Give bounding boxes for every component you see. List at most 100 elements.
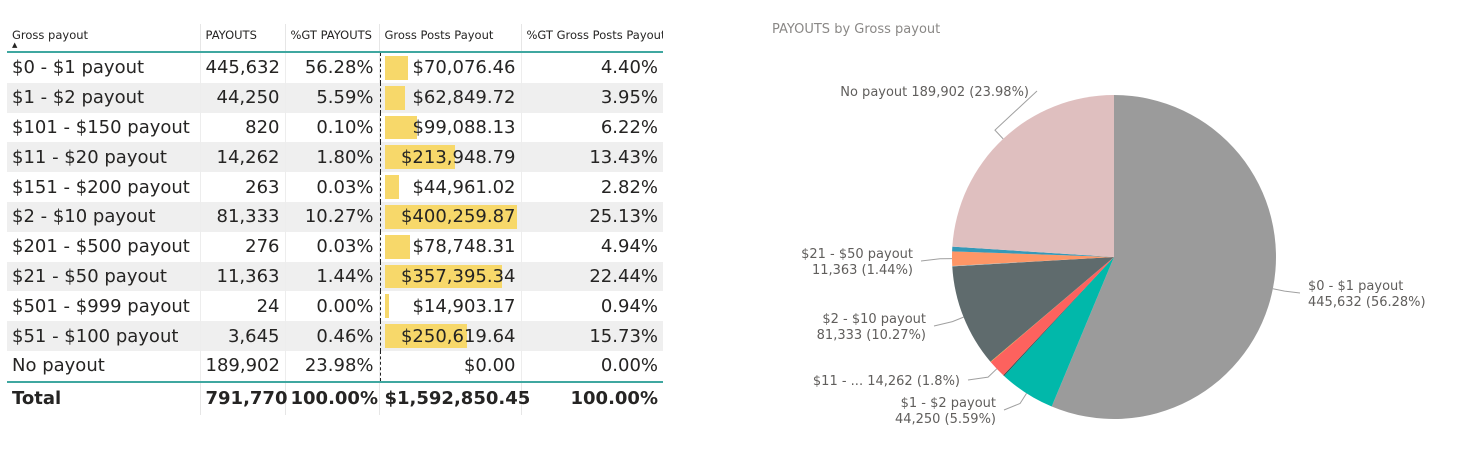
gross-payout-cell: $21 - $50 payout [7, 261, 200, 292]
pie-leader-line [933, 316, 964, 327]
table-row[interactable]: $1 - $2 payout 44,250 5.59% $62,849.72 3.95% [7, 82, 663, 113]
pct-gross-posts-payout-cell: 13.43% [520, 142, 663, 173]
table-row[interactable]: $21 - $50 payout 11,363 1.44% $357,395.34 22… [7, 261, 663, 292]
data-bar-axis [379, 261, 381, 292]
table-row[interactable]: $501 - $999 payout 24 0.00% $14,903.17 0.94% [7, 291, 663, 322]
data-bar-axis [379, 350, 381, 381]
gross-posts-payout-value: $357,395.34 [400, 265, 516, 287]
gross-posts-payout-value: $99,088.13 [412, 116, 516, 138]
data-bar [384, 85, 406, 110]
pie-slice[interactable] [952, 257, 1114, 267]
gross-posts-payout-cell: $14,903.17 [378, 291, 521, 322]
pie-slice[interactable] [952, 257, 1114, 362]
pie-data-label: $11 - ... 14,262 (1.8%) [813, 374, 960, 389]
pie-chart-title: PAYOUTS by Gross payout [772, 22, 941, 37]
gross-payout-cell: $1 - $2 payout [7, 82, 200, 113]
header-payouts[interactable]: PAYOUTS [199, 24, 285, 53]
data-bar [384, 264, 503, 289]
pie-slice[interactable] [1051, 95, 1276, 419]
pct-gross-posts-payout-cell: 6.22% [520, 112, 663, 143]
header-pct-payouts[interactable]: %GT PAYOUTS [284, 24, 379, 53]
gross-posts-payout-value: $14,903.17 [412, 295, 516, 317]
pct-gross-posts-payout-cell: 3.95% [520, 82, 663, 113]
pct-gross-posts-payout-cell: 4.94% [520, 231, 663, 262]
total-label: Total [7, 380, 200, 415]
data-bar [384, 115, 418, 140]
gross-posts-payout-value: $0.00 [463, 355, 516, 377]
header-gross-payout[interactable]: Gross payout ▲ [7, 24, 200, 53]
data-bar [384, 324, 468, 348]
table-row[interactable]: $2 - $10 payout 81,333 10.27% $400,259.87 25… [7, 201, 663, 232]
gross-payout-cell: No payout [12, 355, 105, 377]
pct-payouts-cell: 0.03% [284, 172, 379, 202]
pie-leader-line [967, 368, 998, 381]
pie-leader-line [1272, 288, 1301, 294]
gross-payout-cell: $101 - $150 payout [12, 116, 190, 138]
pie-data-label: 44,250 (5.59%) [895, 412, 996, 427]
payouts-cell: 189,902 [199, 350, 285, 382]
payouts-cell: 81,333 [199, 201, 285, 232]
gross-posts-payout-cell: $213,948.79 [378, 142, 521, 173]
table-row[interactable]: $201 - $500 payout 276 0.03% $78,748.31 4.94… [7, 231, 663, 262]
pie-data-label: $0 - $1 payout [1308, 279, 1403, 294]
pie-leader-line [920, 258, 953, 262]
pie-slice[interactable] [990, 257, 1114, 363]
pct-gross-posts-payout-cell: 15.73% [520, 321, 663, 351]
data-bar-axis [379, 291, 381, 322]
pie-leader-line [994, 90, 1038, 140]
gross-posts-payout-cell: $70,076.46 [378, 52, 521, 83]
sort-ascending-icon[interactable]: ▲ [12, 41, 18, 49]
pie-slice[interactable] [1003, 257, 1114, 376]
gross-posts-payout-value: $400,259.87 [400, 206, 516, 228]
data-bar-axis [379, 142, 381, 173]
pie-slice[interactable] [952, 251, 1114, 266]
gross-posts-payout-cell: $250,619.64 [378, 321, 521, 351]
gross-payout-cell: $2 - $10 payout [7, 201, 200, 232]
payouts-cell: 11,363 [199, 261, 285, 292]
pct-payouts-cell: 1.80% [284, 142, 379, 173]
payout-table: Gross payout ▲ PAYOUTS %GT PAYOUTS Gross… [7, 24, 663, 415]
data-bar-axis [379, 201, 381, 232]
payouts-cell: 820 [199, 112, 285, 143]
table-row[interactable]: $51 - $100 payout 3,645 0.46% $250,619.64 15… [7, 321, 663, 351]
pct-gross-posts-payout-cell: 2.82% [520, 172, 663, 202]
table-row[interactable]: $0 - $1 payout 445,632 56.28% $70,076.46 4.4… [7, 52, 663, 83]
total-pct-payouts: 100.00% [284, 380, 379, 415]
table-total-row: Total 791,770 100.00% $1,592,850.45 100.… [7, 380, 663, 415]
header-pct-gross-posts-payout[interactable]: %GT Gross Posts Payout [520, 24, 663, 53]
total-gross-posts-payout: $1,592,850.45 [378, 380, 530, 415]
gross-posts-payout-cell: $400,259.87 [378, 201, 521, 232]
pie-data-label: 445,632 (56.28%) [1308, 295, 1426, 310]
header-gross-posts-payout[interactable]: Gross Posts Payout [378, 24, 521, 53]
pie-data-label: 11,363 (1.44%) [812, 263, 913, 278]
data-bar [384, 56, 408, 80]
gross-payout-cell: $0 - $1 payout [12, 57, 145, 79]
pie-data-label: No payout 189,902 (23.98%) [840, 85, 1029, 100]
payouts-cell: 3,645 [199, 321, 285, 351]
pct-gross-posts-payout-cell: 0.00% [520, 350, 663, 382]
gross-payout-cell: $51 - $100 payout [7, 321, 200, 351]
data-bar [384, 294, 390, 319]
pct-payouts-cell: 56.28% [284, 52, 379, 83]
pie-slice[interactable] [952, 95, 1114, 257]
table-row[interactable]: $151 - $200 payout 263 0.03% $44,961.02 2.82… [7, 172, 663, 202]
gross-posts-payout-cell: $62,849.72 [378, 82, 521, 113]
pie-data-label: $21 - $50 payout [801, 247, 913, 262]
data-bar-axis [379, 112, 381, 143]
data-bar-axis [379, 321, 381, 351]
pie-slice[interactable] [990, 257, 1114, 376]
pie-slice[interactable] [952, 246, 1114, 257]
payouts-cell: 263 [199, 172, 285, 202]
data-bar [384, 204, 517, 229]
pie-slice[interactable] [952, 251, 1114, 257]
total-payouts: 791,770 [199, 380, 287, 415]
table-row[interactable]: $11 - $20 payout 14,262 1.80% $213,948.79 13… [7, 142, 663, 173]
gross-posts-payout-cell: $78,748.31 [378, 231, 521, 262]
pie-data-label: $1 - $2 payout [901, 396, 996, 411]
data-bar [384, 234, 411, 259]
gross-posts-payout-value: $213,948.79 [400, 146, 516, 168]
table-row[interactable]: $101 - $150 payout 820 0.10% $99,088.13 6.22… [7, 112, 663, 143]
header-gross-payout-label: Gross payout [12, 28, 89, 42]
pie-slice[interactable] [1004, 257, 1114, 407]
table-row[interactable]: No payout 189,902 23.98% $0.00 0.00% [7, 350, 663, 382]
